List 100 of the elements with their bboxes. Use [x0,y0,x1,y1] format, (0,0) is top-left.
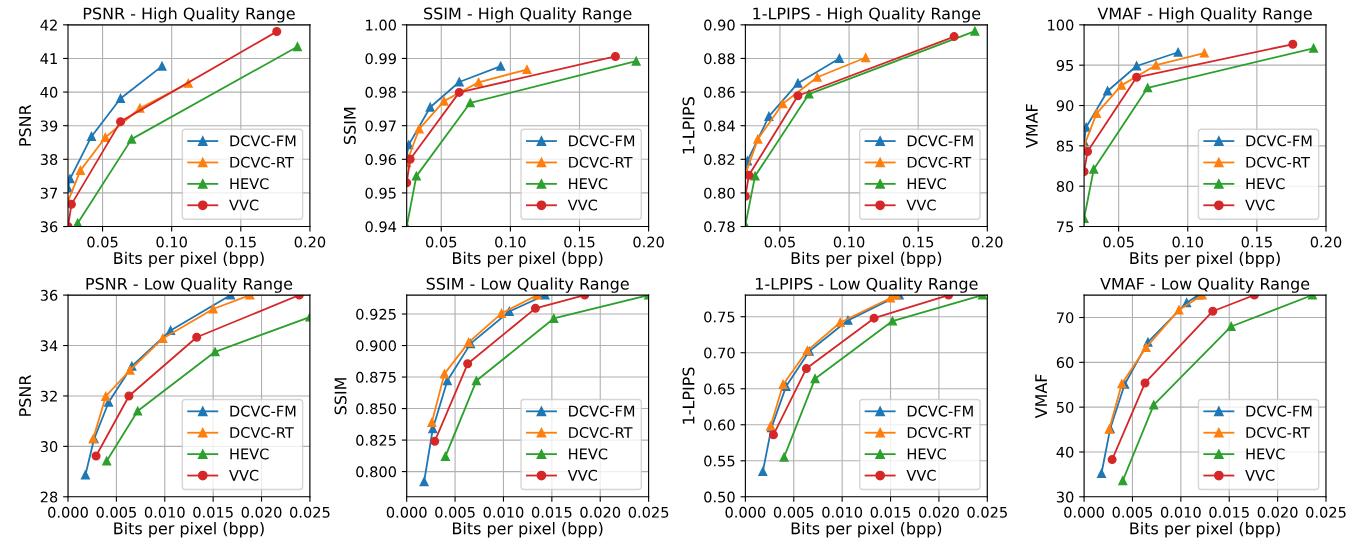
x-tick-label: 0.05 [425,236,457,248]
x-tick-label: 0.010 [822,506,863,518]
x-tick-label: 0.000 [725,506,766,518]
chart-title: PSNR - High Quality Range [83,7,295,23]
y-tick-label: 0.850 [356,403,396,415]
y-axis-title: SSIM [343,107,356,145]
chart-title: PSNR - Low Quality Range [86,277,293,293]
y-tick-label: 1.00 [366,19,396,31]
y-tick-label: 0.78 [704,221,735,233]
x-tick-label: 0.005 [1112,506,1153,518]
legend-label: DCVC-FM [1246,405,1312,417]
y-tick-label: 38 [40,154,58,166]
y-axis-title: 1-LPIPS [682,367,695,424]
x-tick-label: 0.005 [773,506,814,518]
y-tick-label: 100 [1048,19,1074,31]
y-tick-label: 0.98 [365,86,396,98]
y-tick-label: 0.88 [704,53,735,65]
chart-title: SSIM - High Quality Range [424,7,632,23]
y-tick-label: 37 [40,187,58,199]
y-tick-label: 0.96 [365,154,397,166]
x-tick-label: 0.10 [495,236,526,248]
legend-label: HEVC [569,448,608,460]
y-tick-label: 39 [40,120,58,132]
x-tick-label: 0.015 [193,506,233,518]
x-tick-label: 0.015 [1209,506,1249,518]
y-tick-label: 0.55 [704,455,735,467]
legend-label: DCVC-RT [230,156,294,168]
x-tick-label: 0.025 [1306,506,1346,518]
x-tick-label: 0.15 [225,236,256,248]
y-tick-label: 0.900 [356,340,396,352]
x-tick-label: 0.05 [1103,236,1134,248]
x-tick-label: 0.20 [294,236,326,248]
x-tick-label: 0.10 [1172,236,1204,248]
y-tick-label: 85 [1056,140,1074,152]
legend-label: VVC [906,199,936,211]
legend-label: DCVC-RT [230,427,294,439]
legend-label: VVC [567,199,598,211]
x-tick-label: 0.010 [483,506,524,518]
legend-label: VVC [567,469,598,481]
y-tick-label: 0.50 [704,491,735,503]
y-tick-label: 0.60 [704,419,735,431]
y-axis-title: VMAF [1035,374,1047,419]
legend-label: HEVC [230,178,269,190]
y-tick-label: 0.99 [365,53,396,65]
y-tick-label: 75 [1056,221,1074,233]
x-tick-label: 0.005 [435,506,475,518]
y-tick-label: 0.86 [704,86,735,98]
legend-label: HEVC [907,448,946,460]
legend-label: DCVC-RT [1246,427,1310,439]
legend-label: DCVC-FM [230,135,296,147]
y-tick-label: 90 [1056,100,1074,112]
x-tick-label: 0.025 [967,506,1007,518]
legend-label: DCVC-FM [569,135,635,147]
legend-label: HEVC [230,448,269,460]
x-tick-label: 0.020 [580,506,621,518]
x-tick-label: 0.020 [1257,506,1298,518]
legend-label: DCVC-RT [569,156,633,168]
y-tick-label: 0.800 [356,466,396,478]
chart-title: SSIM - Low Quality Range [426,277,629,293]
y-tick-label: 34 [40,340,58,352]
x-tick-label: 0.05 [87,236,118,248]
x-tick-label: 0.025 [290,506,330,518]
x-tick-label: 0.020 [919,506,959,518]
y-tick-label: 0.925 [356,308,396,320]
y-tick-label: 42 [40,19,57,31]
x-axis-title: Bits per pixel (bpp) [791,522,942,538]
y-tick-label: 32 [40,390,57,402]
x-tick-label: 0.010 [1160,506,1201,518]
legend-label: VVC [229,199,259,211]
legend-label: DCVC-RT [907,427,972,439]
x-tick-label: 0.020 [241,506,282,518]
chart-title: VMAF - High Quality Range [1097,7,1312,23]
chart-title: VMAF - Low Quality Range [1100,277,1310,293]
x-tick-label: 0.05 [764,236,795,248]
legend-label: DCVC-FM [230,405,296,417]
legend-label: DCVC-RT [1246,156,1310,168]
y-tick-label: 0.95 [365,187,396,199]
legend-label: DCVC-FM [907,405,973,417]
x-tick-label: 0.15 [1241,236,1272,248]
y-tick-label: 36 [40,221,58,233]
y-axis-title: 1-LPIPS [682,97,695,154]
y-tick-label: 30 [1056,491,1074,503]
x-tick-label: 0.015 [531,506,572,518]
x-axis-title: Bits per pixel (bpp) [453,522,603,538]
x-tick-label: 0.15 [902,236,934,248]
legend-label: HEVC [907,178,946,190]
y-tick-label: 30 [40,441,58,453]
y-tick-label: 0.80 [704,187,735,199]
y-tick-label: 28 [40,491,58,503]
x-tick-label: 0.20 [972,236,1003,248]
y-tick-label: 80 [1056,180,1074,192]
legend-label: DCVC-RT [907,156,972,168]
chart-title: 1-LPIPS - High Quality Range [753,7,981,23]
y-tick-label: 0.94 [365,221,397,233]
x-tick-label: 0.10 [833,236,865,248]
chart-title: 1-LPIPS - Low Quality Range [756,277,978,293]
x-tick-label: 0.025 [628,506,669,518]
y-tick-label: 0.75 [704,311,735,323]
x-tick-label: 0.000 [386,506,427,518]
legend-label: HEVC [1246,448,1285,460]
